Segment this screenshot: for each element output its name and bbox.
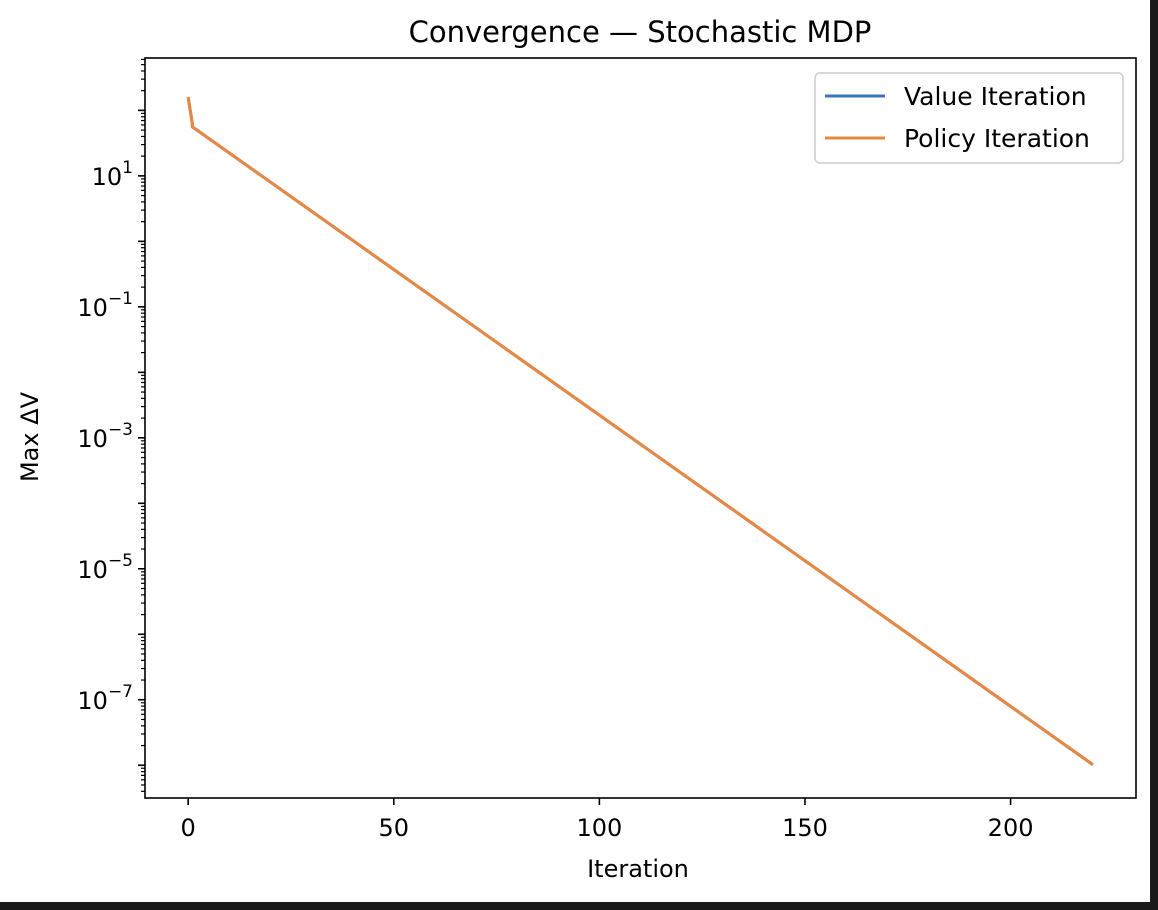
x-tick-label: 200 [988, 814, 1034, 842]
chart-title: Convergence — Stochastic MDP [409, 15, 872, 49]
plot-area [144, 57, 1137, 799]
x-tick-label: 150 [782, 814, 828, 842]
legend-label-value-iteration: Value Iteration [904, 82, 1087, 111]
y-axis-label: Max ΔV [16, 391, 44, 482]
legend: Value Iteration Policy Iteration [814, 72, 1124, 164]
series-line-policy-iteration [186, 97, 1094, 766]
y-tick-label: 101 [92, 158, 133, 191]
y-axis: 101 10−1 10−3 10−5 10−7 [77, 58, 145, 792]
y-tick-label: 10−3 [77, 420, 133, 453]
series-group [186, 97, 1094, 766]
x-axis: 0 50 100 150 200 [181, 798, 1034, 842]
legend-label-policy-iteration: Policy Iteration [904, 124, 1090, 153]
x-axis-label: Iteration [587, 855, 689, 883]
y-tick-label: 10−7 [77, 682, 133, 715]
x-tick-label: 100 [576, 814, 622, 842]
legend-box [814, 72, 1124, 164]
y-tick-label: 10−1 [77, 289, 133, 322]
x-tick-label: 0 [181, 814, 196, 842]
x-tick-label: 50 [379, 814, 410, 842]
y-tick-label: 10−5 [77, 551, 133, 584]
series-line-value-iteration [186, 97, 1094, 766]
